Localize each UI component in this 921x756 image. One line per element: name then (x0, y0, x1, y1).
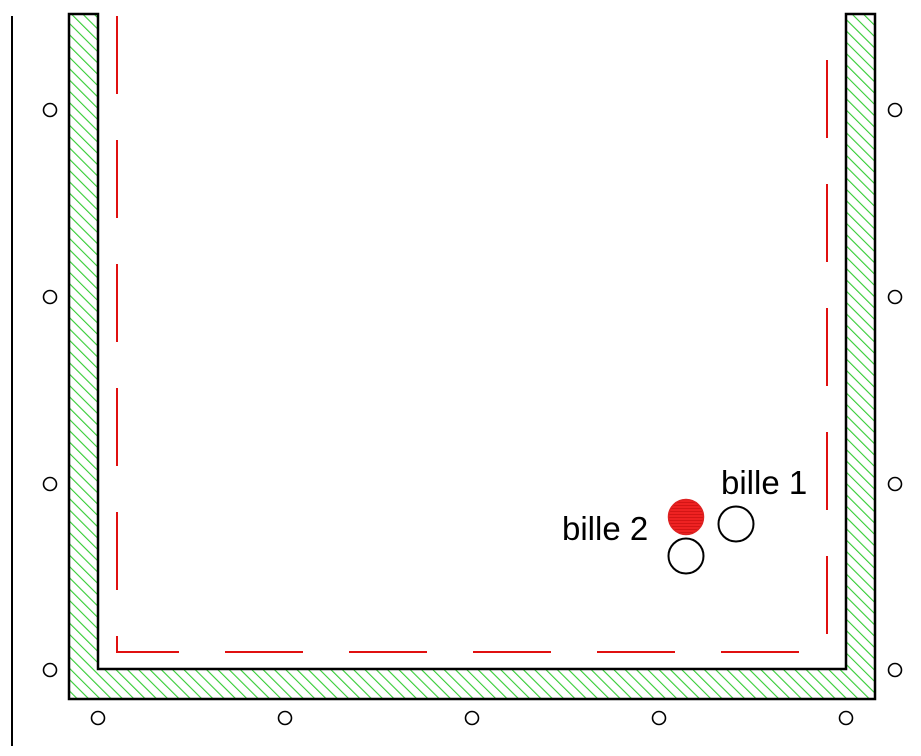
ball-2-previous (669, 539, 704, 574)
left-marker-3 (44, 478, 57, 491)
dashed-boundary (117, 16, 827, 652)
container-walls (69, 14, 875, 699)
right-marker-3 (889, 478, 902, 491)
bottom-marker-3 (466, 712, 479, 725)
boundary-markers (44, 104, 902, 725)
ball-2 (669, 500, 704, 535)
right-marker-2 (889, 291, 902, 304)
bottom-marker-5 (840, 712, 853, 725)
ball-1 (719, 507, 754, 542)
right-marker-1 (889, 104, 902, 117)
right-marker-4 (889, 664, 902, 677)
ball-1-label: bille 1 (721, 464, 807, 501)
bottom-marker-2 (279, 712, 292, 725)
bottom-marker-4 (653, 712, 666, 725)
left-marker-2 (44, 291, 57, 304)
left-marker-4 (44, 664, 57, 677)
bottom-marker-1 (92, 712, 105, 725)
ball-2-label: bille 2 (562, 510, 648, 547)
left-marker-1 (44, 104, 57, 117)
